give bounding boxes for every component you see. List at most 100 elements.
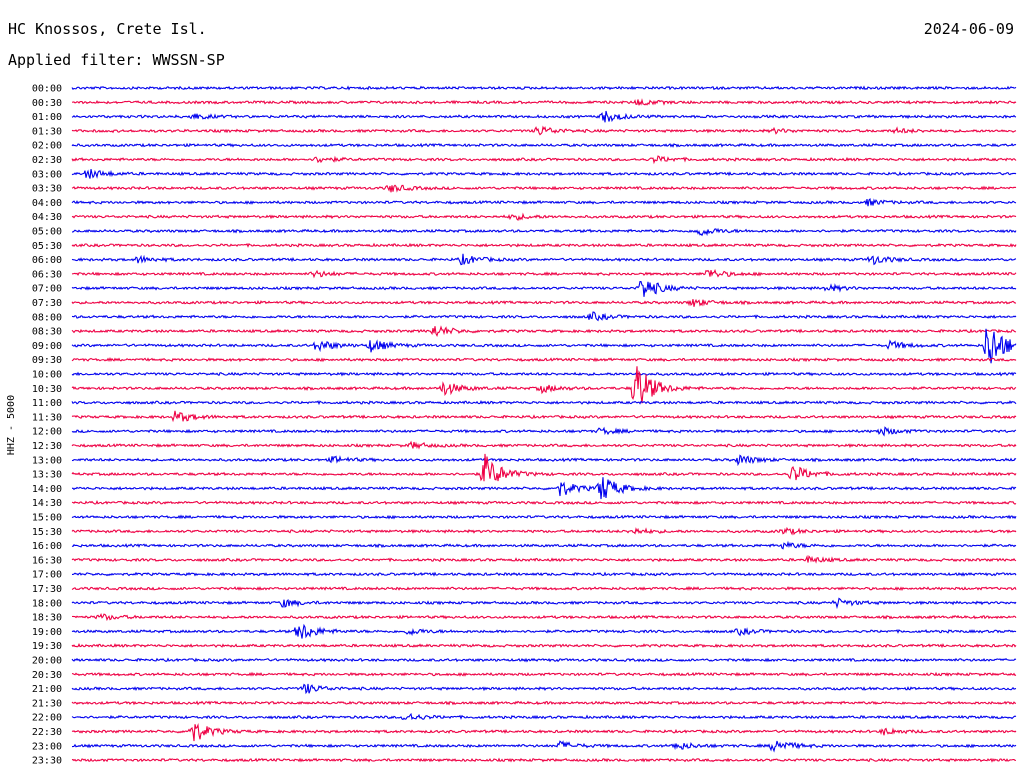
trace-row <box>71 125 1017 136</box>
trace-row <box>71 371 1017 377</box>
row-label: 18:00 <box>32 598 62 609</box>
row-label: 21:00 <box>32 684 62 695</box>
trace-row <box>71 142 1017 148</box>
trace-row <box>71 155 1017 165</box>
trace-row <box>71 683 1017 695</box>
filter-label: Applied filter: WWSSN-SP <box>8 51 225 69</box>
row-label: 05:30 <box>32 241 62 252</box>
station-title: HC Knossos, Crete Isl. <box>8 20 207 38</box>
trace-row <box>71 454 1017 467</box>
trace-row <box>71 328 1017 364</box>
row-label: 14:30 <box>32 498 62 509</box>
row-label: 02:00 <box>32 141 62 152</box>
trace-row <box>71 325 1017 337</box>
row-label: 09:00 <box>32 341 62 352</box>
row-label: 03:30 <box>32 184 62 195</box>
row-label: 13:00 <box>32 455 62 466</box>
row-label: 00:30 <box>32 98 62 109</box>
row-label: 16:00 <box>32 541 62 552</box>
trace-row <box>71 597 1017 610</box>
trace-row <box>71 98 1017 106</box>
trace-row <box>71 426 1017 437</box>
row-label: 19:30 <box>32 641 62 652</box>
trace-row <box>71 723 1017 742</box>
trace-row <box>71 440 1017 450</box>
row-label: 01:30 <box>32 126 62 137</box>
row-label: 15:00 <box>32 513 62 524</box>
trace-row <box>71 298 1017 307</box>
trace-row <box>71 623 1017 639</box>
trace-row <box>72 740 1017 753</box>
row-label: 07:00 <box>32 284 62 295</box>
row-label: 15:30 <box>32 527 62 538</box>
trace-row <box>71 585 1017 592</box>
trace-row <box>71 169 1017 179</box>
trace-row <box>71 410 1017 423</box>
trace-row <box>71 198 1017 207</box>
trace-row <box>71 268 1017 279</box>
trace-row <box>71 357 1017 363</box>
row-label: 18:30 <box>32 613 62 624</box>
row-label: 02:30 <box>32 155 62 166</box>
trace-row <box>71 280 1017 297</box>
row-label: 16:30 <box>32 555 62 566</box>
row-label: 12:00 <box>32 427 62 438</box>
row-label: 05:00 <box>32 227 62 238</box>
row-label: 21:30 <box>32 698 62 709</box>
trace-row <box>71 554 1017 564</box>
row-label: 11:00 <box>32 398 62 409</box>
trace-row <box>71 242 1017 248</box>
trace-row <box>71 253 1017 266</box>
row-label: 22:30 <box>32 727 62 738</box>
y-axis-label: HHZ - 5000 <box>6 395 17 455</box>
trace-row <box>71 712 1017 721</box>
row-label: 03:00 <box>32 169 62 180</box>
trace-row <box>71 399 1017 406</box>
trace-row <box>71 526 1017 536</box>
row-label: 10:00 <box>32 370 62 381</box>
trace-row <box>71 110 1017 123</box>
row-label: 00:00 <box>32 84 62 95</box>
row-label: 12:30 <box>32 441 62 452</box>
trace-row <box>71 212 1017 222</box>
row-label: 13:30 <box>32 470 62 481</box>
row-label-group: 00:00 00:30 01:00 01:30 02:00 02:30 03:00 03:30… <box>32 84 62 767</box>
date-label: 2024-06-09 <box>923 20 1014 38</box>
trace-row <box>71 643 1017 649</box>
row-label: 06:30 <box>32 269 62 280</box>
row-label: 20:30 <box>32 670 62 681</box>
row-label: 17:00 <box>32 570 62 581</box>
row-label: 06:00 <box>32 255 62 266</box>
trace-row <box>71 613 1017 622</box>
trace-row <box>71 657 1017 663</box>
trace-row <box>71 671 1017 677</box>
trace-row <box>71 477 1017 500</box>
trace-row <box>71 227 1017 237</box>
row-label: 14:00 <box>32 484 62 495</box>
row-label: 11:30 <box>32 412 62 423</box>
trace-row <box>71 514 1017 520</box>
row-label: 04:30 <box>32 212 62 223</box>
row-label: 10:30 <box>32 384 62 395</box>
trace-row <box>71 366 1017 404</box>
trace-row <box>71 757 1017 763</box>
row-label: 01:00 <box>32 112 62 123</box>
row-label: 08:00 <box>32 312 62 323</box>
row-label: 04:00 <box>32 198 62 209</box>
row-label: 23:00 <box>32 741 62 752</box>
row-label: 17:30 <box>32 584 62 595</box>
trace-row <box>71 184 1017 193</box>
trace-row <box>71 311 1017 322</box>
row-label: 19:00 <box>32 627 62 638</box>
trace-row <box>71 700 1017 706</box>
row-label: 23:30 <box>32 756 62 767</box>
trace-row <box>71 453 1017 482</box>
row-label: 20:00 <box>32 656 62 667</box>
trace-row <box>71 85 1017 91</box>
row-label: 07:30 <box>32 298 62 309</box>
row-label: 08:30 <box>32 327 62 338</box>
row-label: 22:00 <box>32 713 62 724</box>
row-label: 09:30 <box>32 355 62 366</box>
trace-group <box>71 85 1017 763</box>
